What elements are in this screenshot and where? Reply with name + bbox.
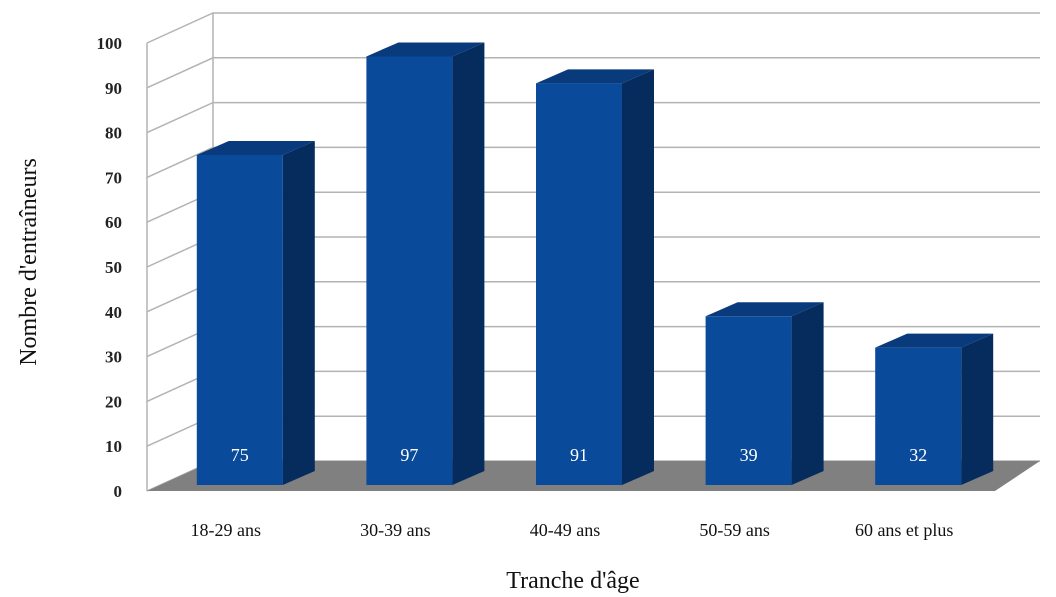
y-tick-label: 90 xyxy=(105,79,122,98)
y-tick-label: 40 xyxy=(105,303,122,322)
data-label: 32 xyxy=(909,445,927,465)
bar-side xyxy=(961,333,994,485)
bar-top xyxy=(196,141,315,155)
bar-group: 75 97 91 39 32 xyxy=(196,42,994,485)
x-tick-label: 40-49 ans xyxy=(530,520,601,540)
bar-front xyxy=(705,316,792,485)
bar: 32 xyxy=(875,333,994,485)
bar: 39 xyxy=(705,302,824,485)
x-tick-label: 60 ans et plus xyxy=(855,520,954,540)
y-axis-title: Nombre d'entraîneurs xyxy=(16,158,42,366)
bar: 97 xyxy=(366,42,485,485)
y-axis-ticks: 0 10 20 30 40 50 60 70 80 90 100 xyxy=(97,34,123,501)
bar-front xyxy=(196,155,283,485)
y-tick-label: 30 xyxy=(105,348,122,367)
x-axis-title: Tranche d'âge xyxy=(506,568,639,594)
gridline xyxy=(146,101,1040,134)
bar-top xyxy=(875,333,994,348)
y-tick-label: 50 xyxy=(105,258,122,277)
x-tick-label: 18-29 ans xyxy=(191,520,262,540)
bar-top xyxy=(366,42,485,57)
bar-side xyxy=(452,42,485,485)
y-tick-label: 60 xyxy=(105,213,122,232)
gridline xyxy=(146,12,1040,44)
data-label: 75 xyxy=(231,445,249,465)
bar-side xyxy=(282,141,315,485)
x-axis-ticks: 18-29 ans 30-39 ans 40-49 ans 50-59 ans 60 a… xyxy=(191,520,954,540)
bar-top xyxy=(536,69,654,84)
bar-side xyxy=(622,69,654,485)
gridline xyxy=(146,57,1040,89)
x-tick-label: 30-39 ans xyxy=(360,520,431,540)
data-label: 91 xyxy=(570,445,588,465)
data-label: 39 xyxy=(740,445,758,465)
y-tick-label: 20 xyxy=(105,392,122,411)
y-tick-label: 100 xyxy=(97,34,123,53)
x-tick-label: 50-59 ans xyxy=(699,520,770,540)
bar-front xyxy=(875,347,962,485)
y-tick-label: 0 xyxy=(114,482,123,501)
bar-front xyxy=(536,83,622,485)
bar-top xyxy=(705,302,824,317)
data-label: 97 xyxy=(400,445,418,465)
y-tick-label: 80 xyxy=(105,124,122,143)
bar-side xyxy=(791,302,824,485)
y-tick-label: 70 xyxy=(105,168,122,187)
bar: 75 xyxy=(196,141,315,485)
gridline xyxy=(146,146,1040,179)
bar-front xyxy=(366,56,453,485)
y-tick-label: 10 xyxy=(105,437,122,456)
bar: 91 xyxy=(536,69,654,485)
